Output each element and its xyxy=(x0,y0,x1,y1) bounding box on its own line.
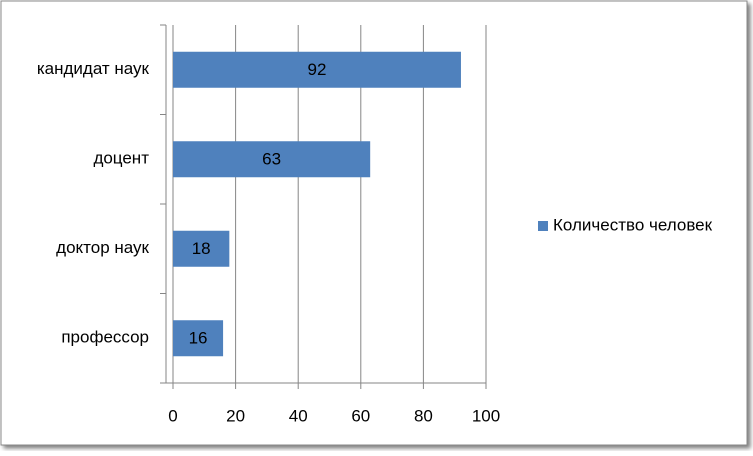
x-tick-label: 20 xyxy=(226,406,245,425)
x-tick-label: 80 xyxy=(414,406,433,425)
data-label: 63 xyxy=(262,150,281,169)
legend-label: Количество человек xyxy=(553,215,713,234)
data-label: 92 xyxy=(308,60,327,79)
x-tick-label: 40 xyxy=(289,406,308,425)
bar xyxy=(173,320,224,357)
bar xyxy=(173,230,230,267)
data-label: 18 xyxy=(192,239,211,258)
legend-swatch xyxy=(538,221,548,231)
x-tick-label: 60 xyxy=(351,406,370,425)
bar xyxy=(173,141,371,178)
x-tick-label: 0 xyxy=(168,406,177,425)
y-tick-label: кандидат наук xyxy=(37,59,150,78)
y-tick-label: профессор xyxy=(61,328,149,347)
y-tick-label: доктор наук xyxy=(56,238,149,257)
data-label: 16 xyxy=(189,329,208,348)
x-tick-label: 100 xyxy=(472,406,500,425)
bar xyxy=(173,51,461,88)
y-tick-label: доцент xyxy=(93,149,149,168)
